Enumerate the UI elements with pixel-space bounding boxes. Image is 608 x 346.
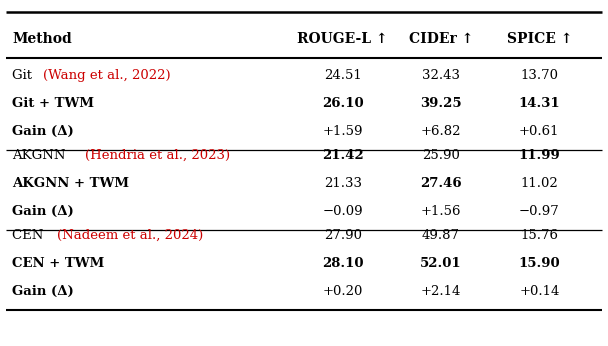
Text: AKGNN + TWM: AKGNN + TWM <box>12 177 129 190</box>
Text: SPICE ↑: SPICE ↑ <box>506 32 572 46</box>
Text: Gain (Δ): Gain (Δ) <box>12 285 74 298</box>
Text: +1.56: +1.56 <box>421 205 461 218</box>
Text: 14.31: 14.31 <box>519 97 560 110</box>
Text: Gain (Δ): Gain (Δ) <box>12 205 74 218</box>
Text: 26.10: 26.10 <box>322 97 364 110</box>
Text: CEN: CEN <box>12 229 47 242</box>
Text: −0.97: −0.97 <box>519 205 560 218</box>
Text: +2.14: +2.14 <box>421 285 461 298</box>
Text: 13.70: 13.70 <box>520 69 558 82</box>
Text: 32.43: 32.43 <box>422 69 460 82</box>
Text: +1.59: +1.59 <box>322 125 363 138</box>
Text: AKGNN: AKGNN <box>12 149 70 162</box>
Text: 11.02: 11.02 <box>520 177 558 190</box>
Text: Gain (Δ): Gain (Δ) <box>12 125 74 138</box>
Text: +6.82: +6.82 <box>421 125 461 138</box>
Text: 21.33: 21.33 <box>323 177 362 190</box>
Text: Method: Method <box>12 32 72 46</box>
Text: 15.90: 15.90 <box>519 257 560 270</box>
Text: 27.46: 27.46 <box>420 177 462 190</box>
Text: 27.90: 27.90 <box>323 229 362 242</box>
Text: CEN + TWM: CEN + TWM <box>12 257 105 270</box>
Text: −0.09: −0.09 <box>322 205 363 218</box>
Text: Git: Git <box>12 69 36 82</box>
Text: 11.99: 11.99 <box>519 149 560 162</box>
Text: 39.25: 39.25 <box>420 97 462 110</box>
Text: 25.90: 25.90 <box>422 149 460 162</box>
Text: Git + TWM: Git + TWM <box>12 97 94 110</box>
Text: 24.51: 24.51 <box>324 69 362 82</box>
Text: 21.42: 21.42 <box>322 149 364 162</box>
Text: +0.61: +0.61 <box>519 125 559 138</box>
Text: (Wang et al., 2022): (Wang et al., 2022) <box>43 69 170 82</box>
Text: CIDEr ↑: CIDEr ↑ <box>409 32 473 46</box>
Text: 52.01: 52.01 <box>420 257 462 270</box>
Text: 28.10: 28.10 <box>322 257 364 270</box>
Text: 15.76: 15.76 <box>520 229 558 242</box>
Text: (Nadeem et al., 2024): (Nadeem et al., 2024) <box>57 229 203 242</box>
Text: 49.87: 49.87 <box>422 229 460 242</box>
Text: +0.14: +0.14 <box>519 285 559 298</box>
Text: ROUGE-L ↑: ROUGE-L ↑ <box>297 32 388 46</box>
Text: +0.20: +0.20 <box>322 285 363 298</box>
Text: (Hendria et al., 2023): (Hendria et al., 2023) <box>85 149 230 162</box>
